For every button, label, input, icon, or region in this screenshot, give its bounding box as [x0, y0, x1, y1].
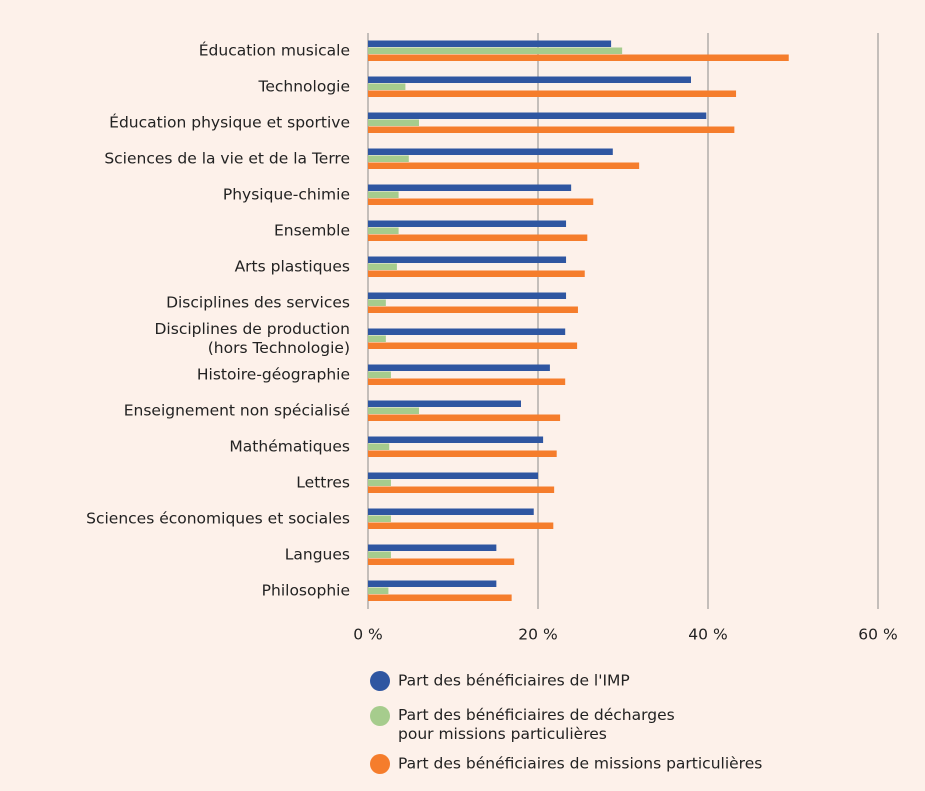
bar: [368, 551, 391, 558]
bar: [368, 155, 409, 162]
y-tick-label: Langues: [284, 545, 350, 564]
x-tick-label: 40 %: [688, 625, 728, 644]
bar: [368, 508, 534, 515]
bar: [368, 400, 521, 407]
y-tick-label: Sciences économiques et sociales: [86, 509, 350, 528]
y-tick-label: Mathématiques: [229, 437, 350, 456]
y-tick-label: Enseignement non spécialisé: [123, 401, 350, 420]
bar: [368, 558, 515, 565]
bar: [368, 594, 512, 601]
bar: [368, 184, 572, 191]
bar: [368, 580, 497, 587]
bar: [368, 227, 399, 234]
bar: [368, 378, 566, 385]
bar: [368, 328, 566, 335]
bar: [368, 472, 538, 479]
y-tick-label: Arts plastiques: [234, 257, 350, 276]
bar: [368, 40, 612, 47]
legend-marker: [370, 754, 390, 774]
bar: [368, 515, 391, 522]
y-tick-label: Sciences de la vie et de la Terre: [104, 149, 350, 168]
bar: [368, 119, 419, 126]
x-tick-label: 0 %: [353, 625, 383, 644]
bar: [368, 90, 737, 97]
y-tick-label: Disciplines de production (hors Technolo…: [154, 320, 351, 357]
bar: [368, 234, 588, 241]
bar: [368, 198, 594, 205]
bar: [368, 407, 419, 414]
y-tick-label: Histoire-géographie: [196, 365, 350, 384]
legend-marker: [370, 671, 390, 691]
bar: [368, 443, 390, 450]
bar: [368, 306, 578, 313]
bar: [368, 256, 567, 263]
y-tick-label: Lettres: [296, 473, 350, 492]
bar: [368, 486, 555, 493]
legend-marker: [370, 706, 390, 726]
bar: [368, 414, 561, 421]
bar: [368, 292, 567, 299]
bar: [368, 522, 554, 529]
bar: [368, 270, 585, 277]
bar: [368, 47, 623, 54]
bar: [368, 112, 707, 119]
bar: [368, 299, 386, 306]
bar: [368, 544, 497, 551]
bar: [368, 83, 406, 90]
y-tick-label: Éducation musicale: [198, 41, 350, 60]
bar: [368, 191, 399, 198]
legend-label: Part des bénéficiaires de décharges pour…: [398, 706, 675, 743]
y-tick-label: Ensemble: [273, 221, 350, 240]
bar: [368, 450, 557, 457]
bar: [368, 126, 735, 133]
bar: [368, 364, 550, 371]
y-tick-label: Éducation physique et sportive: [109, 113, 350, 132]
y-tick-label: Philosophie: [261, 581, 350, 600]
x-tick-label: 60 %: [858, 625, 898, 644]
bar: [368, 263, 397, 270]
legend-label: Part des bénéficiaires de missions parti…: [398, 754, 763, 773]
bar: [368, 335, 386, 342]
bar: [368, 371, 391, 378]
bar: [368, 587, 389, 594]
bar: [368, 342, 578, 349]
legend-label: Part des bénéficiaires de l'IMP: [398, 671, 630, 690]
bar: [368, 54, 789, 61]
bar: [368, 436, 544, 443]
x-tick-label: 20 %: [518, 625, 558, 644]
y-tick-label: Technologie: [258, 77, 351, 96]
bar: [368, 220, 567, 227]
bar: [368, 479, 391, 486]
bar: [368, 76, 691, 83]
y-tick-label: Physique-chimie: [222, 185, 350, 204]
bar: [368, 162, 640, 169]
y-tick-label: Disciplines des services: [166, 293, 350, 312]
bar: [368, 148, 613, 155]
